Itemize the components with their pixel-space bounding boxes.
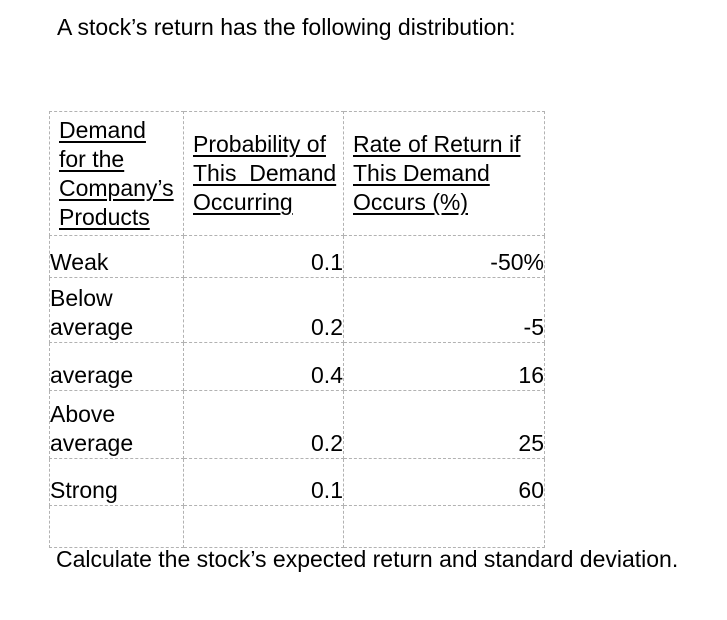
header-demand: Demand for the Company’s Products	[49, 111, 184, 236]
cell-probability: 0.2	[183, 277, 344, 343]
header-rate-of-return: Rate of Return if This Demand Occurs (%)	[343, 111, 545, 236]
question-text: Calculate the stock’s expected return an…	[56, 546, 679, 572]
cell-probability: 0.2	[183, 390, 344, 459]
cell-probability: 0.1	[183, 458, 344, 506]
table-header-row: Demand for the Company’s Products Probab…	[49, 111, 545, 236]
table-row-above-average: Above average 0.2 25	[49, 390, 545, 459]
cell-probability: 0.4	[183, 342, 344, 391]
table-row-strong: Strong 0.1 60	[49, 458, 545, 506]
cell-rate: 16	[343, 342, 545, 391]
cell-probability: 0.1	[183, 235, 344, 278]
cell-rate: -5	[343, 277, 545, 343]
distribution-table: Demand for the Company’s Products Probab…	[49, 111, 545, 548]
cell-demand	[49, 505, 184, 548]
cell-rate	[343, 505, 545, 548]
cell-probability	[183, 505, 344, 548]
table-row-average: average 0.4 16	[49, 342, 545, 391]
table-row-below-average: Below average 0.2 -5	[49, 277, 545, 343]
cell-demand: Below average	[49, 277, 184, 343]
cell-demand: Strong	[49, 458, 184, 506]
header-demand-label: Demand for the Company’s Products	[59, 116, 174, 230]
header-rate-of-return-label: Rate of Return if This Demand Occurs (%)	[353, 131, 521, 215]
cell-demand: Above average	[49, 390, 184, 459]
header-probability-label: Probability of This Demand Occurring	[193, 131, 337, 215]
table-row-empty	[49, 505, 545, 548]
cell-rate: 25	[343, 390, 545, 459]
problem-title: A stock’s return has the following distr…	[57, 14, 516, 40]
cell-rate: -50%	[343, 235, 545, 278]
cell-demand: average	[49, 342, 184, 391]
table-row-weak: Weak 0.1 -50%	[49, 235, 545, 278]
header-probability: Probability of This Demand Occurring	[183, 111, 344, 236]
cell-rate: 60	[343, 458, 545, 506]
cell-demand: Weak	[49, 235, 184, 278]
